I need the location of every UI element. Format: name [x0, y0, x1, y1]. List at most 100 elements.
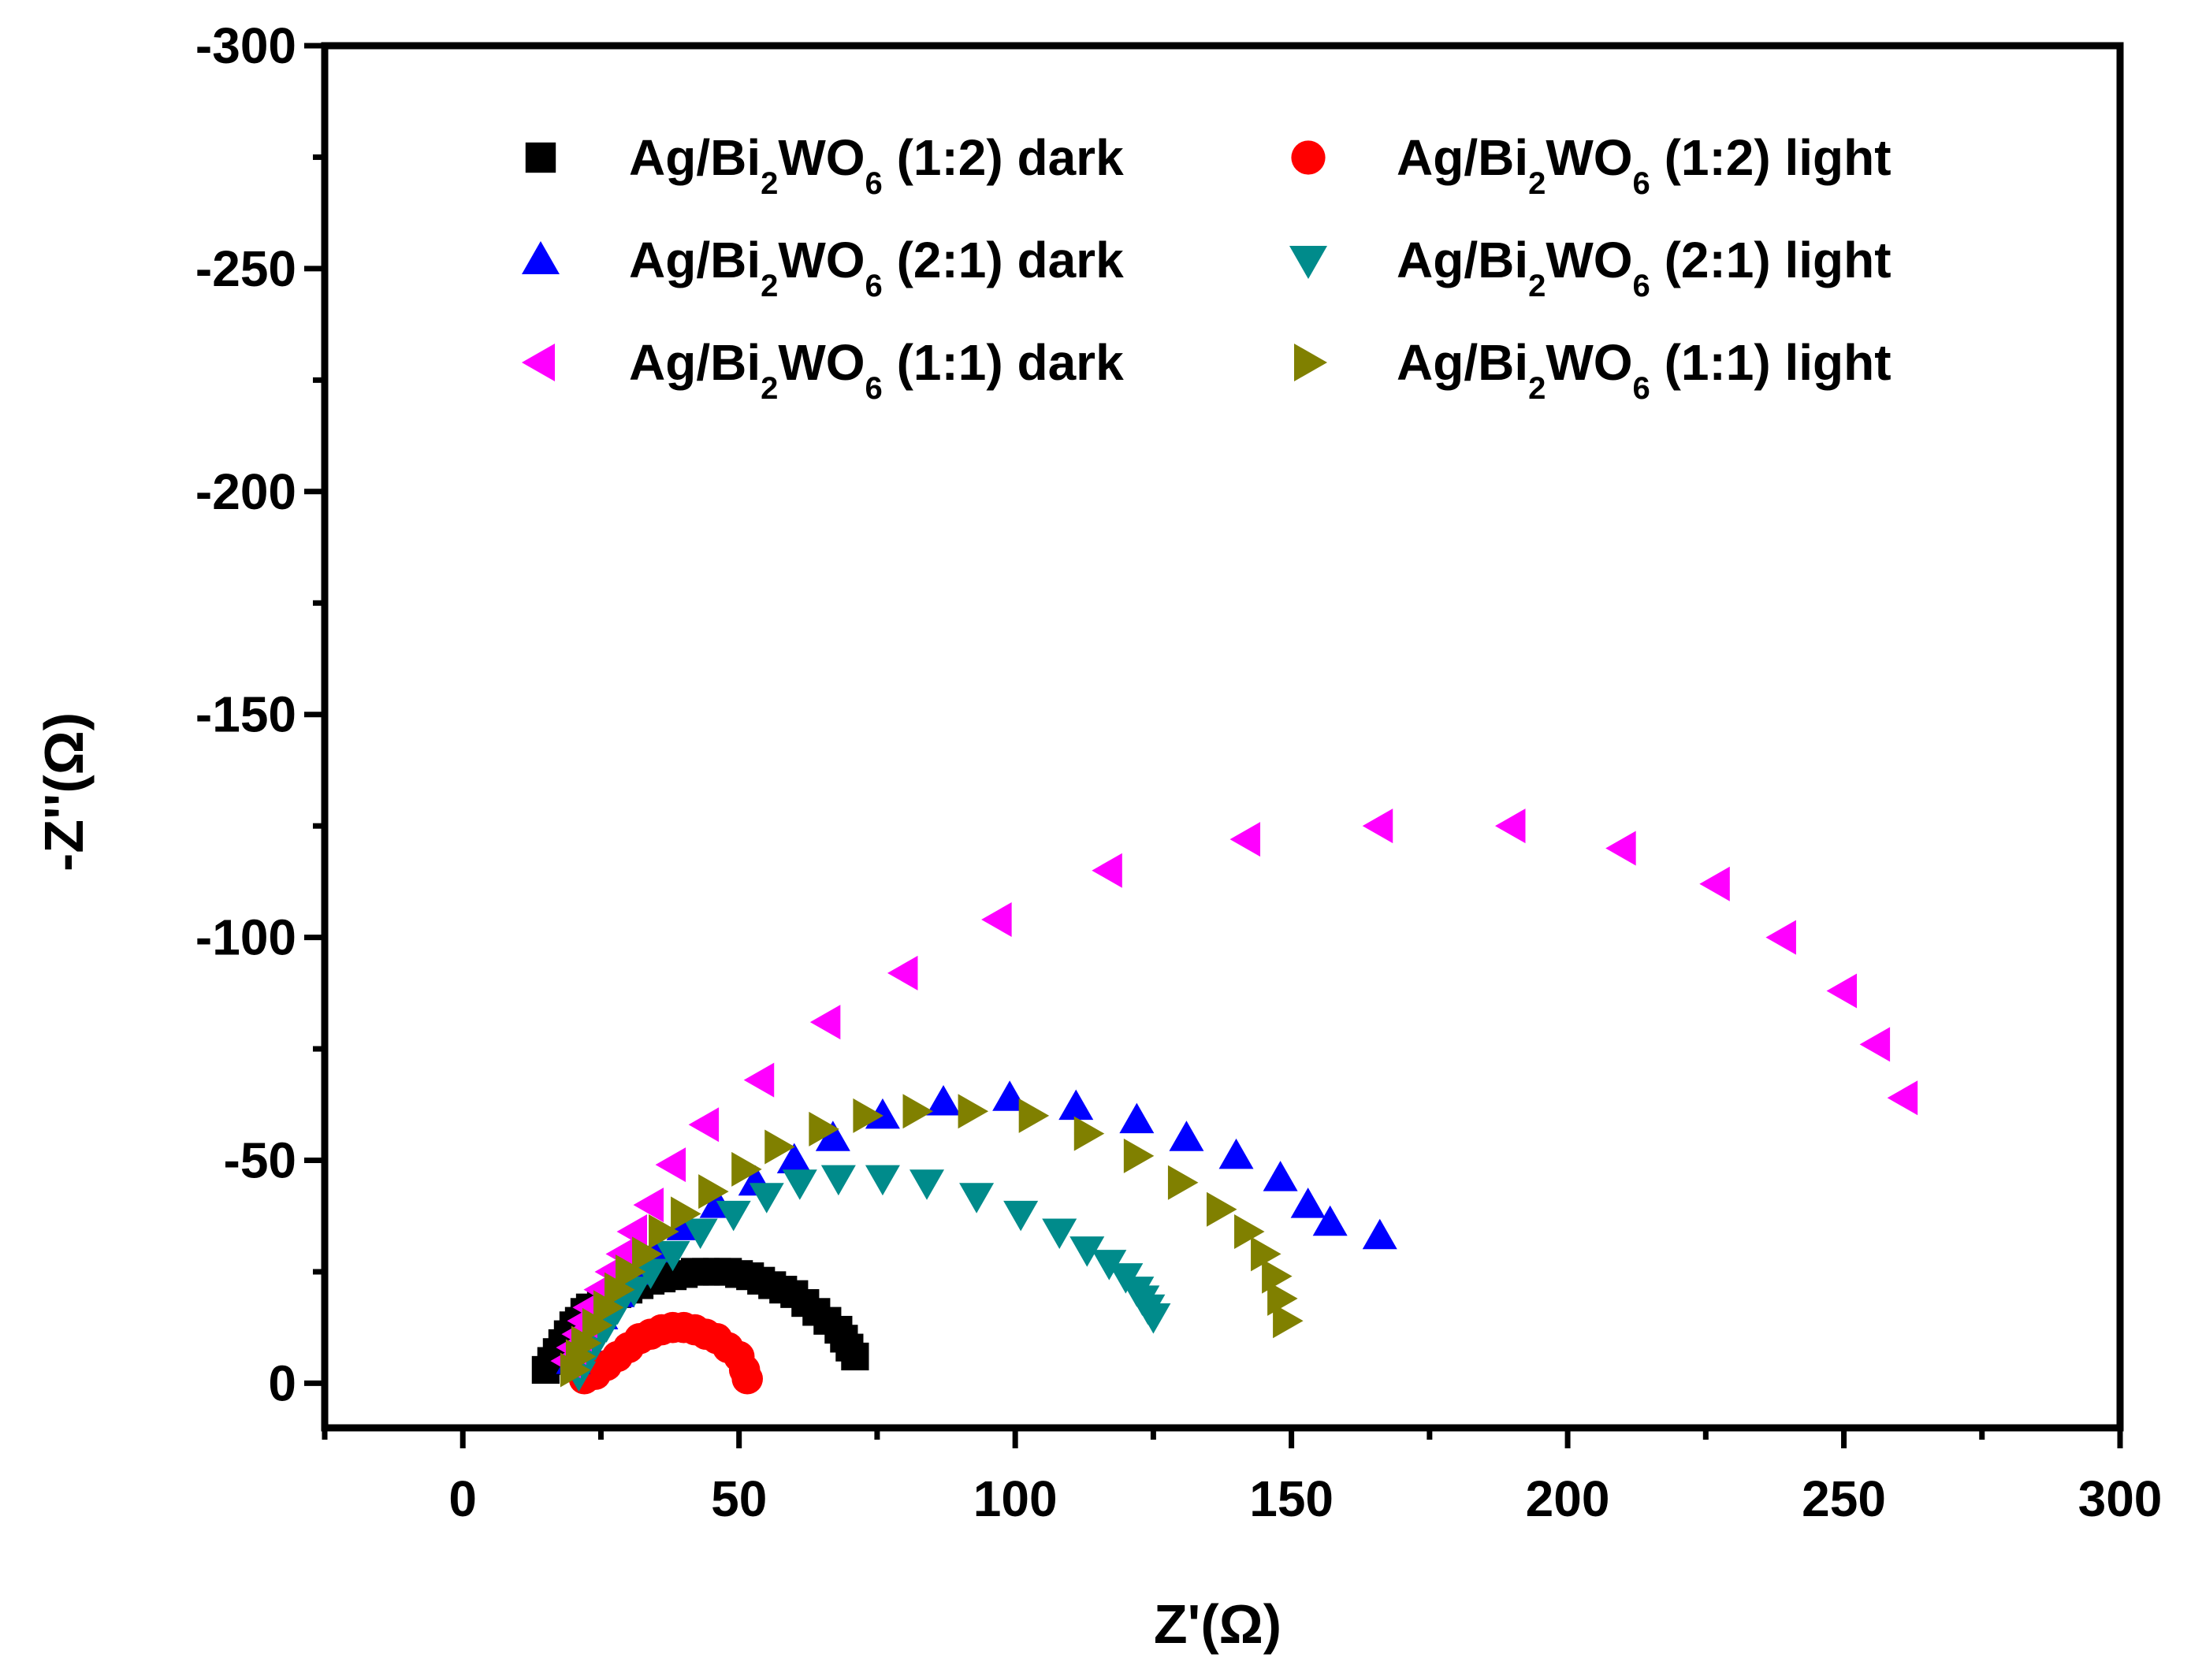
legend-text-part: Ag/Bi	[1397, 129, 1528, 186]
series-6	[560, 1094, 1304, 1388]
data-point	[776, 1143, 812, 1174]
data-point	[616, 1277, 652, 1307]
legend-item-2: Ag/Bi2WO6 (1:2) light	[1291, 129, 1892, 201]
legend: Ag/Bi2WO6 (1:2) dark Ag/Bi2WO6 (1:2) ligh…	[522, 129, 1892, 406]
data-point	[815, 1121, 850, 1151]
data-point	[616, 1254, 646, 1289]
data-point	[1136, 1303, 1171, 1334]
data-point	[809, 1111, 839, 1147]
legend-text-part: (1:2) light	[1650, 129, 1892, 186]
data-point	[743, 1062, 775, 1098]
data-point	[981, 901, 1012, 937]
data-point	[616, 1214, 648, 1250]
data-point	[649, 1214, 679, 1250]
x-tick-label: 200	[1526, 1470, 1610, 1527]
data-point	[1169, 1121, 1204, 1151]
legend-label: Ag/Bi2WO6 (2:1) light	[1397, 232, 1892, 303]
legend-marker	[525, 142, 556, 173]
legend-subscript: 6	[1633, 269, 1650, 303]
legend-label: Ag/Bi2WO6 (1:2) dark	[629, 129, 1124, 201]
data-point	[1859, 1027, 1891, 1062]
legend-item-3: Ag/Bi2WO6 (2:1) dark	[522, 232, 1124, 303]
data-point	[1018, 1098, 1050, 1133]
legend-text-part: Ag/Bi	[1397, 334, 1528, 391]
legend-marker	[522, 241, 560, 274]
legend-subscript: 6	[865, 166, 883, 201]
data-point	[593, 1290, 624, 1325]
data-point	[633, 1258, 668, 1289]
data-point	[716, 1200, 751, 1232]
y-tick-label: 0	[268, 1355, 296, 1411]
legend-text-part: Ag/Bi	[629, 232, 761, 288]
data-point	[1167, 1165, 1199, 1200]
data-point	[1263, 1161, 1298, 1191]
legend-item-5: Ag/Bi2WO6 (1:1) dark	[522, 334, 1124, 406]
legend-marker	[1291, 140, 1326, 175]
legend-text-part: Ag/Bi	[1397, 232, 1528, 288]
data-point	[782, 1169, 817, 1200]
x-tick-label: 300	[2078, 1470, 2163, 1527]
data-point	[582, 1307, 613, 1343]
x-tick-label: 100	[973, 1470, 1058, 1527]
legend-item-4: Ag/Bi2WO6 (2:1) light	[1289, 232, 1892, 303]
data-point	[1312, 1205, 1348, 1236]
data-point	[1229, 822, 1261, 857]
legend-text-part: WO	[1546, 129, 1632, 186]
legend-subscript: 2	[1528, 269, 1546, 303]
data-point	[683, 1218, 718, 1250]
y-tick-label: -150	[195, 686, 296, 743]
legend-label: Ag/Bi2WO6 (2:1) dark	[629, 232, 1124, 303]
legend-text-part: (1:1) dark	[883, 334, 1124, 391]
legend-marker	[1294, 344, 1327, 381]
data-point	[853, 1098, 883, 1133]
x-tick-label: 150	[1249, 1470, 1334, 1527]
data-point	[1042, 1218, 1077, 1250]
legend-subscript: 2	[761, 371, 778, 406]
legend-subscript: 2	[761, 166, 778, 201]
legend-label: Ag/Bi2WO6 (1:1) dark	[629, 334, 1124, 406]
data-point	[749, 1183, 784, 1214]
plot-frame	[321, 42, 2124, 1432]
data-point	[731, 1151, 762, 1187]
data-point	[1123, 1138, 1155, 1173]
data-point	[633, 1188, 664, 1223]
data-point	[910, 1169, 945, 1200]
data-point	[655, 1240, 690, 1272]
legend-text-part: Ag/Bi	[629, 129, 761, 186]
x-tick-label: 250	[1802, 1470, 1886, 1527]
legend-text-part: (1:1) light	[1650, 334, 1892, 391]
legend-label: Ag/Bi2WO6 (1:2) light	[1397, 129, 1892, 201]
data-point	[1119, 1102, 1155, 1134]
data-point	[731, 1362, 764, 1395]
data-point	[865, 1098, 900, 1129]
y-tick-label: -300	[195, 17, 296, 74]
data-point	[632, 1236, 663, 1272]
legend-text-part: (1:2) dark	[883, 129, 1124, 186]
data-point	[1092, 1250, 1127, 1280]
data-point	[688, 1107, 720, 1143]
y-tick-label: -250	[195, 240, 296, 297]
data-point	[1699, 866, 1730, 901]
legend-label: Ag/Bi2WO6 (1:1) light	[1397, 334, 1892, 406]
data-point	[1494, 808, 1526, 844]
data-point	[1826, 973, 1858, 1009]
data-point	[1003, 1200, 1039, 1232]
data-point	[604, 1272, 635, 1307]
data-point	[655, 1147, 686, 1183]
data-point	[1362, 808, 1393, 844]
legend-subscript: 6	[1633, 166, 1650, 201]
data-point	[1218, 1138, 1254, 1169]
legend-text-part: WO	[778, 232, 865, 288]
y-tick-label: -200	[195, 463, 296, 520]
data-point	[887, 955, 918, 991]
legend-subscript: 2	[1528, 371, 1546, 406]
data-point	[926, 1084, 962, 1116]
series-4	[561, 1165, 1171, 1392]
legend-subscript: 6	[1633, 371, 1650, 406]
data-point	[1765, 920, 1796, 955]
data-point	[1605, 831, 1636, 866]
data-point	[1887, 1080, 1918, 1116]
data-point	[764, 1129, 795, 1165]
